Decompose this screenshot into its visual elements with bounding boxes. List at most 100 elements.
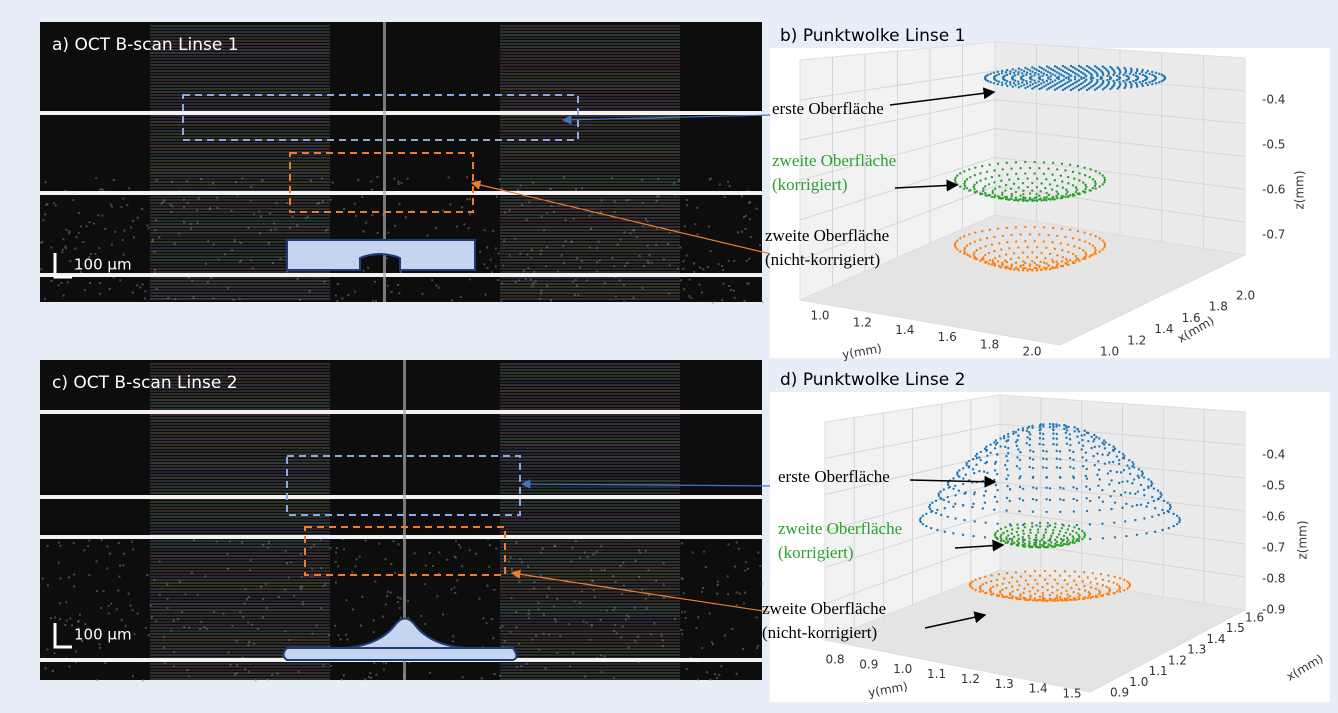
speckle (204, 575, 206, 577)
speckle (656, 200, 658, 202)
point (1101, 522, 1103, 524)
point (1083, 434, 1085, 436)
reflection (40, 111, 762, 115)
point (1037, 589, 1039, 591)
speckle (47, 545, 49, 547)
speckle (613, 630, 615, 632)
point (1054, 74, 1056, 76)
speckle (151, 616, 153, 618)
point (1006, 227, 1008, 229)
speckle (248, 671, 250, 673)
point (1043, 267, 1045, 269)
point (1028, 540, 1030, 542)
speckle (633, 229, 635, 231)
speckle (553, 545, 555, 547)
point (1012, 433, 1014, 435)
point (1039, 525, 1041, 527)
point (1056, 263, 1058, 265)
speckle (634, 640, 636, 642)
point (1029, 268, 1031, 270)
point (1158, 498, 1160, 500)
speckle (562, 245, 564, 247)
speckle (273, 222, 275, 224)
point (1107, 454, 1109, 456)
point (1036, 600, 1038, 602)
point (1083, 166, 1085, 168)
speckle (197, 222, 199, 224)
point (1047, 234, 1049, 236)
speckle (399, 607, 401, 609)
speckle (449, 204, 451, 206)
speckle (454, 556, 456, 558)
point (1074, 72, 1076, 74)
speckle (300, 586, 302, 588)
annotation: zweite Oberfläche (778, 519, 902, 538)
point (1013, 252, 1015, 254)
speckle (44, 667, 46, 669)
reflection (40, 191, 762, 195)
speckle (109, 553, 111, 555)
point (1033, 74, 1035, 76)
point (1002, 168, 1004, 170)
speckle (144, 290, 146, 292)
point (919, 519, 921, 521)
speckle (581, 187, 583, 189)
point (1017, 534, 1019, 536)
speckle (240, 260, 242, 262)
point (1001, 191, 1003, 193)
point (1014, 69, 1016, 71)
speckle (543, 633, 545, 635)
speckle (209, 207, 211, 209)
speckle (545, 265, 547, 267)
point (1107, 472, 1109, 474)
point (987, 74, 989, 76)
point (1056, 582, 1058, 584)
point (1080, 66, 1082, 68)
point (998, 80, 1000, 82)
point (1052, 426, 1054, 428)
point (1061, 180, 1063, 182)
point (1007, 433, 1009, 435)
speckle (356, 558, 358, 560)
point (1118, 76, 1120, 78)
point (1100, 595, 1102, 597)
point (1070, 84, 1072, 86)
point (1022, 592, 1024, 594)
annotation: zweite Oberfläche (765, 226, 889, 245)
speckle (589, 215, 591, 217)
speckle (142, 679, 144, 681)
speckle (756, 647, 758, 649)
speckle (454, 592, 456, 594)
point (1151, 482, 1153, 484)
point (972, 503, 974, 505)
point (972, 535, 974, 537)
speckle (649, 254, 651, 256)
speckle (486, 622, 488, 624)
speckle (42, 219, 44, 221)
point (1019, 451, 1021, 453)
point (1089, 581, 1091, 583)
point (1063, 79, 1065, 81)
point (1039, 522, 1041, 524)
speckle (495, 265, 497, 267)
point (1010, 264, 1012, 266)
point (1070, 65, 1072, 67)
speckle (372, 300, 374, 302)
point (1103, 439, 1105, 441)
point (1024, 267, 1026, 269)
point (1069, 598, 1071, 600)
point (1072, 194, 1074, 196)
point (1176, 515, 1178, 517)
speckle (508, 561, 510, 563)
speckle (570, 241, 572, 243)
point (1029, 449, 1031, 451)
point (1063, 75, 1065, 77)
speckle (336, 547, 338, 549)
point (1042, 433, 1044, 435)
point (985, 490, 987, 492)
speckle (645, 550, 647, 552)
point (1096, 583, 1098, 585)
point (1077, 538, 1079, 540)
point (1125, 79, 1127, 81)
point (993, 265, 995, 267)
